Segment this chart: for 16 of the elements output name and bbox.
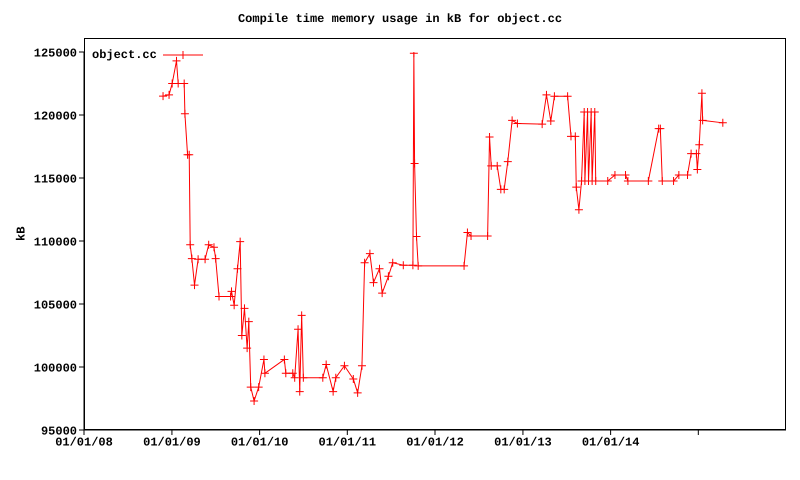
y-tick-label: 120000 bbox=[34, 109, 77, 124]
x-tick-label: 01/01/11 bbox=[318, 436, 376, 450]
y-tick-label: 105000 bbox=[34, 298, 77, 312]
y-tick-label: 125000 bbox=[34, 46, 77, 60]
y-tick-label: 100000 bbox=[34, 361, 77, 376]
x-tick-label: 01/01/12 bbox=[406, 436, 464, 450]
x-tick-label: 01/01/09 bbox=[143, 436, 201, 450]
y-tick-label: 115000 bbox=[34, 172, 77, 186]
y-axis-title: kB bbox=[14, 226, 28, 241]
y-tick-label: 110000 bbox=[34, 235, 77, 250]
chart-title: Compile time memory usage in kB for object.cc bbox=[236, 12, 564, 26]
x-tick-label: 01/01/10 bbox=[230, 436, 288, 450]
x-tick-label: 01/01/13 bbox=[494, 436, 552, 450]
x-tick-label: 01/01/08 bbox=[55, 436, 113, 450]
legend-label: object.cc bbox=[92, 48, 157, 62]
x-tick-label: 01/01/14 bbox=[582, 436, 640, 450]
